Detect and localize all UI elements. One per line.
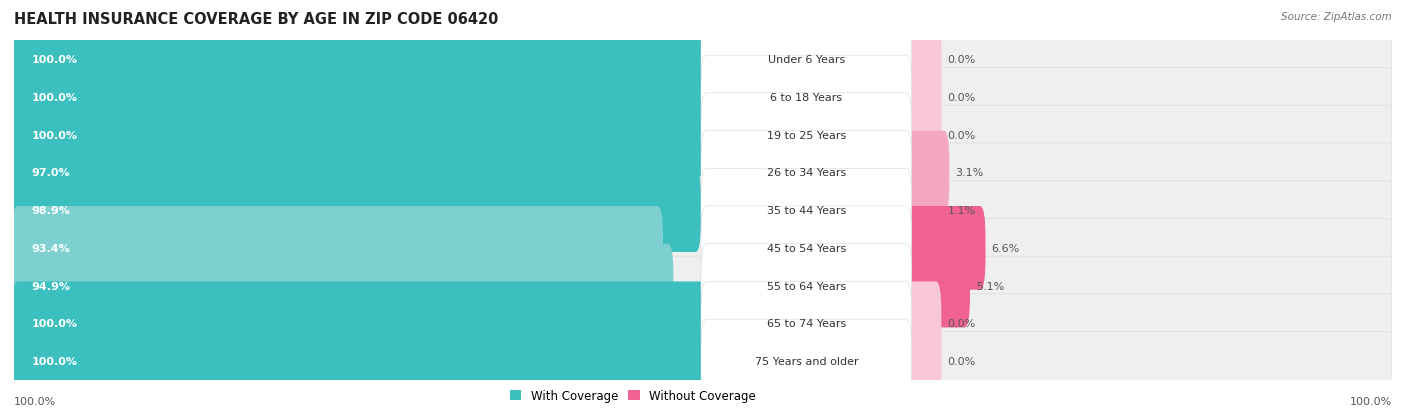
Text: 0.0%: 0.0% — [948, 356, 976, 366]
FancyBboxPatch shape — [14, 294, 1392, 353]
FancyBboxPatch shape — [14, 144, 1392, 202]
FancyBboxPatch shape — [14, 69, 1392, 127]
Text: 93.4%: 93.4% — [31, 243, 70, 253]
FancyBboxPatch shape — [13, 94, 709, 177]
FancyBboxPatch shape — [907, 169, 942, 252]
FancyBboxPatch shape — [907, 282, 942, 365]
Text: HEALTH INSURANCE COVERAGE BY AGE IN ZIP CODE 06420: HEALTH INSURANCE COVERAGE BY AGE IN ZIP … — [14, 12, 499, 27]
Text: 1.1%: 1.1% — [948, 206, 976, 216]
Text: 0.0%: 0.0% — [948, 55, 976, 65]
Text: 0.0%: 0.0% — [948, 93, 976, 103]
FancyBboxPatch shape — [907, 244, 970, 328]
FancyBboxPatch shape — [14, 256, 1392, 315]
Text: 45 to 54 Years: 45 to 54 Years — [766, 243, 846, 253]
Text: 0.0%: 0.0% — [948, 318, 976, 328]
FancyBboxPatch shape — [13, 244, 673, 328]
FancyBboxPatch shape — [907, 131, 949, 215]
FancyBboxPatch shape — [13, 319, 709, 403]
Text: 100.0%: 100.0% — [31, 93, 77, 103]
FancyBboxPatch shape — [907, 56, 942, 140]
Text: 19 to 25 Years: 19 to 25 Years — [766, 131, 846, 140]
FancyBboxPatch shape — [14, 332, 1392, 391]
Text: 97.0%: 97.0% — [31, 168, 70, 178]
FancyBboxPatch shape — [13, 18, 709, 102]
Text: 26 to 34 Years: 26 to 34 Years — [766, 168, 846, 178]
Text: 3.1%: 3.1% — [956, 168, 984, 178]
FancyBboxPatch shape — [702, 169, 911, 252]
FancyBboxPatch shape — [702, 282, 911, 365]
Text: 6 to 18 Years: 6 to 18 Years — [770, 93, 842, 103]
FancyBboxPatch shape — [13, 169, 702, 252]
FancyBboxPatch shape — [702, 94, 911, 177]
FancyBboxPatch shape — [14, 181, 1392, 240]
FancyBboxPatch shape — [702, 18, 911, 102]
FancyBboxPatch shape — [907, 94, 942, 177]
FancyBboxPatch shape — [702, 206, 911, 290]
Text: 100.0%: 100.0% — [1350, 396, 1392, 406]
FancyBboxPatch shape — [13, 131, 688, 215]
FancyBboxPatch shape — [907, 319, 942, 403]
Text: 100.0%: 100.0% — [31, 55, 77, 65]
FancyBboxPatch shape — [14, 31, 1392, 90]
Text: 0.0%: 0.0% — [948, 131, 976, 140]
FancyBboxPatch shape — [14, 106, 1392, 165]
FancyBboxPatch shape — [907, 206, 986, 290]
FancyBboxPatch shape — [907, 18, 942, 102]
Text: 5.1%: 5.1% — [976, 281, 1004, 291]
Text: 6.6%: 6.6% — [991, 243, 1019, 253]
Legend: With Coverage, Without Coverage: With Coverage, Without Coverage — [505, 385, 761, 407]
Text: 94.9%: 94.9% — [31, 281, 70, 291]
FancyBboxPatch shape — [13, 56, 709, 140]
Text: Under 6 Years: Under 6 Years — [768, 55, 845, 65]
FancyBboxPatch shape — [13, 206, 664, 290]
Text: 98.9%: 98.9% — [31, 206, 70, 216]
FancyBboxPatch shape — [14, 219, 1392, 278]
FancyBboxPatch shape — [702, 319, 911, 403]
FancyBboxPatch shape — [702, 131, 911, 215]
Text: Source: ZipAtlas.com: Source: ZipAtlas.com — [1281, 12, 1392, 22]
FancyBboxPatch shape — [702, 56, 911, 140]
Text: 65 to 74 Years: 65 to 74 Years — [766, 318, 846, 328]
Text: 100.0%: 100.0% — [14, 396, 56, 406]
Text: 75 Years and older: 75 Years and older — [755, 356, 858, 366]
FancyBboxPatch shape — [702, 244, 911, 328]
Text: 35 to 44 Years: 35 to 44 Years — [766, 206, 846, 216]
Text: 100.0%: 100.0% — [31, 356, 77, 366]
Text: 55 to 64 Years: 55 to 64 Years — [766, 281, 846, 291]
FancyBboxPatch shape — [13, 282, 709, 365]
Text: 100.0%: 100.0% — [31, 131, 77, 140]
Text: 100.0%: 100.0% — [31, 318, 77, 328]
